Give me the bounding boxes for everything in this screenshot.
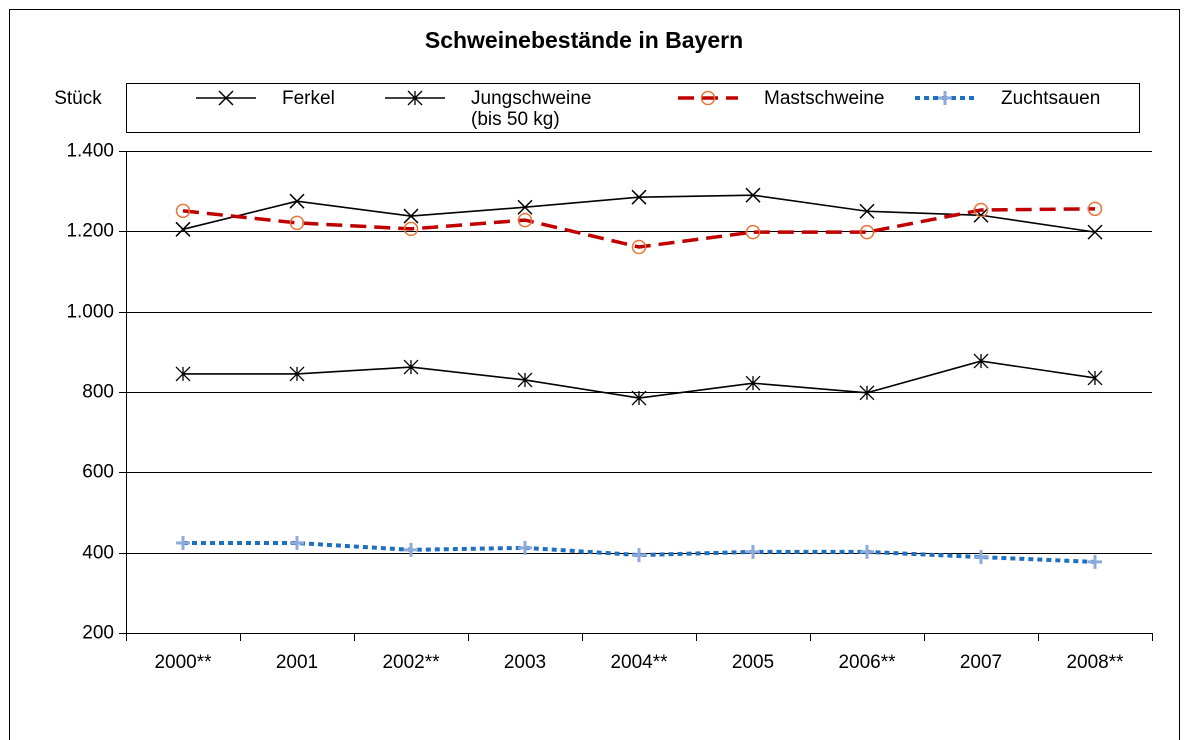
- data-point: [631, 390, 647, 406]
- legend-swatch: [915, 91, 975, 105]
- data-point: [973, 353, 989, 369]
- data-point: [631, 239, 647, 255]
- x-tick-label: 2001: [276, 652, 318, 673]
- x-tick-label: 2005: [732, 652, 774, 673]
- legend-label: Mastschweine: [764, 88, 885, 109]
- data-point: [175, 221, 191, 237]
- y-tick-label: 1.000: [66, 302, 114, 323]
- x-tick-label: 2000**: [154, 652, 212, 673]
- legend-marker: [700, 90, 716, 106]
- x-tick-label: 2004**: [610, 652, 668, 673]
- legend-marker: [407, 90, 423, 106]
- chart-title: Schweinebestände in Bayern: [425, 27, 743, 53]
- data-point: [176, 536, 190, 551]
- x-tick-label: 2002**: [382, 652, 440, 673]
- legend-label: Jungschweine (bis 50 kg): [471, 88, 592, 130]
- legend-swatch: [385, 90, 445, 106]
- x-tick-label: 2006**: [838, 652, 896, 673]
- data-point: [631, 189, 647, 205]
- y-tick-label: 800: [82, 382, 114, 403]
- y-tick-label: 1.400: [66, 141, 114, 162]
- data-point: [745, 224, 761, 240]
- data-point: [745, 375, 761, 391]
- data-point: [1087, 224, 1103, 240]
- y-tick-label: 600: [82, 462, 114, 483]
- legend-marker: [218, 90, 234, 106]
- x-tick-label: 2008**: [1066, 652, 1124, 673]
- data-point: [290, 536, 304, 551]
- data-point: [403, 208, 419, 224]
- x-tick-label: 2007: [960, 652, 1002, 673]
- data-point: [404, 542, 418, 557]
- data-point: [974, 550, 988, 565]
- data-point: [1088, 554, 1102, 569]
- data-point: [175, 366, 191, 382]
- data-point: [1087, 370, 1103, 386]
- legend-marker: [938, 91, 952, 105]
- y-axis-label: Stück: [54, 88, 102, 109]
- data-point: [517, 199, 533, 215]
- data-point: [859, 224, 875, 240]
- x-tick-label: 2003: [504, 652, 546, 673]
- series-line: [182, 207, 1096, 249]
- data-point: [632, 548, 646, 563]
- y-tick-label: 1.200: [66, 221, 114, 242]
- y-tick-label: 200: [82, 623, 114, 644]
- data-point: [517, 372, 533, 388]
- data-point: [860, 544, 874, 559]
- legend-label: Ferkel: [282, 88, 335, 109]
- legend-swatch: [678, 90, 738, 106]
- data-point: [746, 544, 760, 559]
- data-point: [859, 385, 875, 401]
- series-line: [183, 541, 1096, 564]
- data-point: [973, 202, 989, 218]
- legend-label: Zuchtsauen: [1001, 88, 1101, 109]
- chart-border: [9, 9, 1180, 740]
- data-point: [518, 540, 532, 555]
- y-tick-label: 400: [82, 543, 114, 564]
- data-point: [403, 359, 419, 375]
- data-point: [1087, 201, 1103, 217]
- data-point: [289, 215, 305, 231]
- data-point: [289, 193, 305, 209]
- data-point: [289, 366, 305, 382]
- data-point: [403, 221, 419, 237]
- data-point: [745, 187, 761, 203]
- data-point: [175, 203, 191, 219]
- data-point: [859, 203, 875, 219]
- legend: Ferkel Jungschweine (bis 50 kg) Mastschwei…: [126, 83, 1140, 133]
- legend-swatch: [196, 90, 256, 106]
- data-point: [517, 212, 533, 228]
